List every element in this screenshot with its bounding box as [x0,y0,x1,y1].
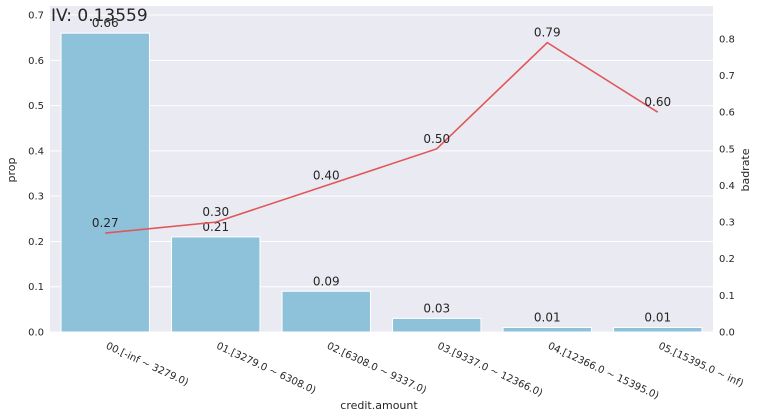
bar-value-label: 0.01 [534,310,561,324]
bar [171,236,261,333]
bars [60,32,703,333]
bar-value-label: 0.66 [92,16,119,30]
y2-tick-label: 0.2 [719,254,735,265]
y-tick-label: 0.2 [28,237,44,248]
y2-tick-label: 0.3 [719,218,735,229]
badrate-line [105,41,659,234]
bar [613,326,703,333]
x-axis-label: credit.amount [340,399,418,412]
bar-value-label: 0.03 [423,301,450,315]
y-tick-label: 0.6 [28,56,44,67]
y2-tick-label: 0.1 [719,291,735,302]
y2-tick-label: 0.0 [719,328,735,339]
x-tick-label: 03.[9337.0 ~ 12366.0) [435,341,544,400]
x-tick-label: 04.[12366.0 ~ 15395.0) [546,341,661,402]
bar [392,317,482,333]
y2-axis-label: badrate [739,148,752,191]
x-tick-label: 01.[3279.0 ~ 6308.0) [214,341,317,397]
bar [502,326,592,333]
grid-lines [50,14,713,333]
y2-tick-label: 0.4 [719,181,735,192]
bar-value-label: 0.01 [644,310,671,324]
line-value-label: 0.50 [423,132,450,146]
y2-axis-ticks: 0.0 0.1 0.2 0.3 0.4 0.5 0.6 0.7 0.8 [719,34,735,338]
badrate-value-labels: 0.27 0.30 0.40 0.50 0.79 0.60 [92,26,671,230]
bar-value-label: 0.09 [313,274,340,288]
y2-tick-label: 0.6 [719,108,735,119]
x-axis-ticks: 00.[-inf ~ 3279.0) 01.[3279.0 ~ 6308.0) 02… [104,341,745,402]
x-tick-label: 00.[-inf ~ 3279.0) [104,341,190,389]
y-tick-label: 0.1 [28,282,44,293]
x-tick-label: 02.[6308.0 ~ 9337.0) [325,341,428,397]
y-axis-ticks: 0.0 0.1 0.2 0.3 0.4 0.5 0.6 0.7 [28,11,44,339]
y-tick-label: 0.5 [28,101,44,112]
y-tick-label: 0.0 [28,328,44,339]
bar [281,290,371,333]
y-axis-label: prop [5,157,18,182]
y-tick-label: 0.4 [28,146,44,157]
y2-tick-label: 0.5 [719,144,735,155]
chart-title: IV: 0.13559 [51,6,148,26]
y-tick-label: 0.7 [28,11,44,22]
badrate-line-group [105,41,659,234]
y2-tick-label: 0.7 [719,71,735,82]
line-value-label: 0.27 [92,216,119,230]
x-tick-label: 05.[15395.0 ~ inf) [656,341,745,390]
line-value-label: 0.30 [202,205,229,219]
line-value-label: 0.60 [644,95,671,109]
line-value-label: 0.40 [313,168,340,182]
y2-tick-label: 0.8 [719,34,735,45]
y-tick-label: 0.3 [28,192,44,203]
bar [60,32,150,333]
line-value-label: 0.79 [534,26,561,40]
